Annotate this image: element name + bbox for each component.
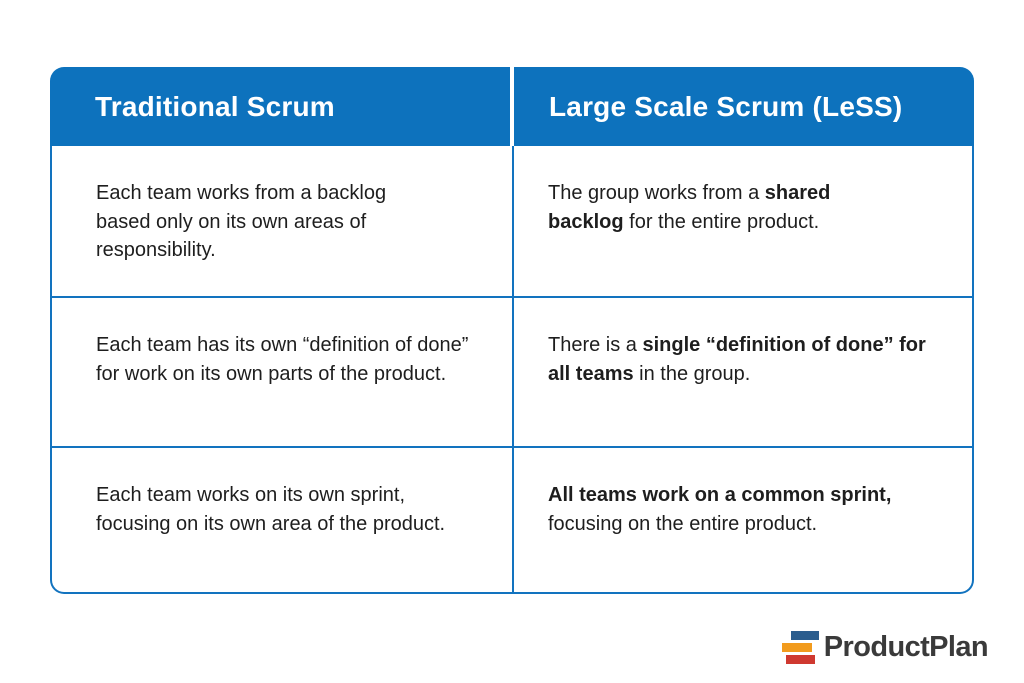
logo-bar-red	[785, 655, 815, 664]
cell-text: Each team has its own “definition of don…	[96, 334, 469, 385]
header-label-large-scale-scrum: Large Scale Scrum (LeSS)	[549, 90, 903, 122]
cell-text: All teams work on a common sprint, focus…	[548, 484, 892, 535]
comparison-table: Traditional Scrum Large Scale Scrum (LeS…	[50, 67, 974, 594]
cell-traditional-backlog: Each team works from a backlog based onl…	[52, 146, 512, 296]
header-cell-large-scale-scrum: Large Scale Scrum (LeSS)	[514, 67, 974, 146]
productplan-logo-text: ProductPlan	[823, 631, 989, 663]
productplan-logo-icon	[781, 631, 819, 664]
header-divider	[510, 67, 514, 146]
logo-bar-orange	[781, 643, 812, 652]
cell-less-backlog: The group works from a shared backlog fo…	[512, 146, 972, 296]
cell-text: Each team works on its own sprint, focus…	[96, 484, 446, 535]
table-body: Each team works from a backlog based onl…	[50, 146, 974, 594]
cell-less-definition-of-done: There is a single “definition of done” f…	[512, 298, 972, 446]
productplan-logo: ProductPlan	[781, 631, 989, 664]
logo-bar-blue	[790, 631, 819, 640]
cell-less-sprint: All teams work on a common sprint, focus…	[512, 448, 972, 592]
cell-text: The group works from a shared backlog fo…	[548, 182, 831, 233]
table-row: Each team works from a backlog based onl…	[52, 146, 972, 296]
table-header-row: Traditional Scrum Large Scale Scrum (LeS…	[50, 67, 974, 146]
cell-text: Each team works from a backlog based onl…	[96, 182, 387, 261]
header-label-traditional-scrum: Traditional Scrum	[95, 90, 335, 122]
cell-text: There is a single “definition of done” f…	[548, 334, 926, 385]
header-cell-traditional-scrum: Traditional Scrum	[50, 67, 510, 146]
cell-traditional-definition-of-done: Each team has its own “definition of don…	[52, 298, 512, 446]
table-row: Each team works on its own sprint, focus…	[52, 446, 972, 592]
table-row: Each team has its own “definition of don…	[52, 296, 972, 446]
cell-traditional-sprint: Each team works on its own sprint, focus…	[52, 448, 512, 592]
